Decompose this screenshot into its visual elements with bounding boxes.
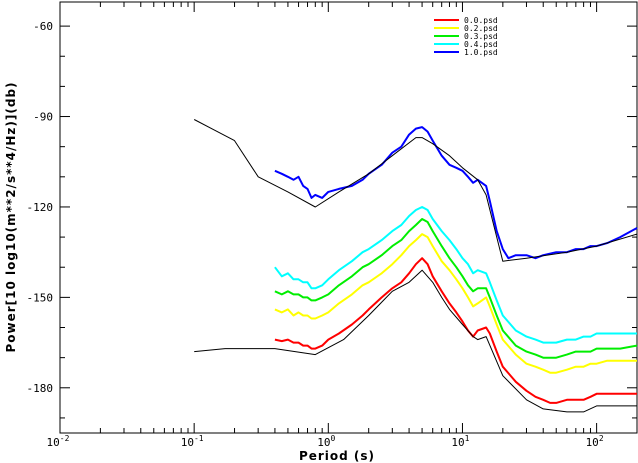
y-tick-label: -90 [33,111,53,124]
legend-label: 0.0.psd [464,16,498,25]
legend-label: 0.3.psd [464,32,498,41]
series-line-1-0-psd [274,126,638,260]
x-tick-label: 102 [586,434,604,449]
x-tick-label: 101 [451,434,469,449]
reference-noise-model-line [193,119,638,262]
y-tick-label: -120 [27,201,54,214]
y-axis-title: Power[10 log10(m**2/s**4/Hz)](db) [4,81,18,352]
x-tick-label: 100 [317,434,335,449]
series-line-0-3-psd [274,218,638,359]
tick-labels: 10-2 10-1 100 101 102 -60 -90 -120 -150 -180 [27,20,604,449]
series-line-0-4-psd [274,206,637,344]
x-axis-title: Period (s) [299,449,375,463]
x-tick-label: 10-1 [181,434,204,449]
series-lines [193,119,638,413]
series-line-0-2-psd [274,233,637,374]
plot-frame [59,1,638,434]
legend-label: 1.0.psd [464,48,498,57]
series-line-0-0-psd [274,257,637,404]
y-tick-label: -60 [33,20,53,33]
y-tick-label: -180 [27,382,54,395]
axis-ticks [59,2,638,433]
legend-label: 0.4.psd [464,40,498,49]
legend-label: 0.2.psd [464,24,498,33]
x-tick-label: 10-2 [47,434,70,449]
y-tick-label: -150 [27,291,54,304]
reference-noise-model-line [194,269,637,413]
